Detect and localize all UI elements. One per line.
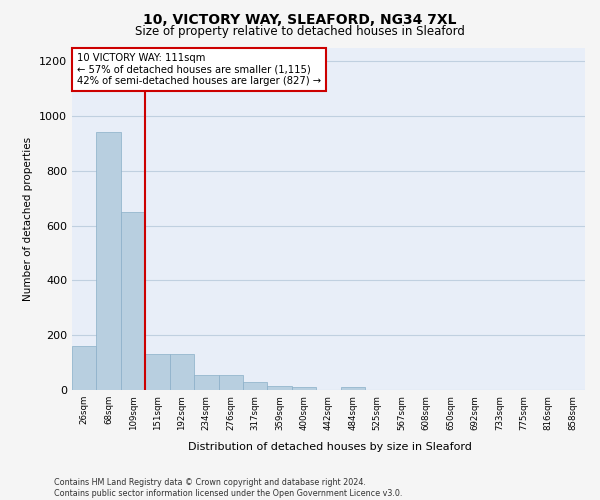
Y-axis label: Number of detached properties: Number of detached properties [23, 136, 34, 301]
Bar [218, 375, 243, 390]
Bar [145, 354, 170, 390]
Text: 10, VICTORY WAY, SLEAFORD, NG34 7XL: 10, VICTORY WAY, SLEAFORD, NG34 7XL [143, 12, 457, 26]
Text: Contains HM Land Registry data © Crown copyright and database right 2024.
Contai: Contains HM Land Registry data © Crown c… [54, 478, 403, 498]
Bar [268, 386, 292, 390]
Bar [72, 346, 97, 390]
Text: Distribution of detached houses by size in Sleaford: Distribution of detached houses by size … [188, 442, 472, 452]
Bar [341, 386, 365, 390]
Bar [292, 388, 316, 390]
Text: Size of property relative to detached houses in Sleaford: Size of property relative to detached ho… [135, 25, 465, 38]
Bar [97, 132, 121, 390]
Bar [243, 382, 268, 390]
Bar [170, 354, 194, 390]
Bar [121, 212, 145, 390]
Bar [194, 375, 218, 390]
Text: 10 VICTORY WAY: 111sqm
← 57% of detached houses are smaller (1,115)
42% of semi-: 10 VICTORY WAY: 111sqm ← 57% of detached… [77, 52, 321, 86]
